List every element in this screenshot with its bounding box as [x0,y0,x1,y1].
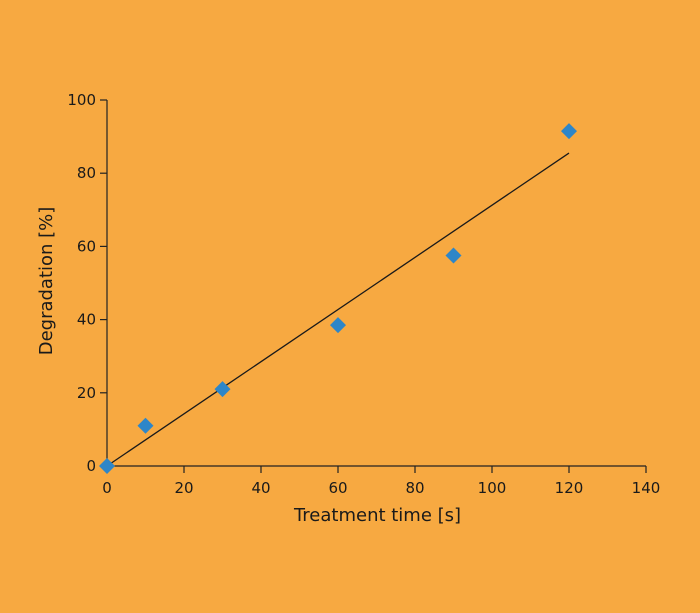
y-axis-title: Degradation [%] [36,207,57,356]
data-point [214,381,231,398]
y-tick-label: 80 [77,164,96,182]
y-tick-label: 20 [77,384,96,402]
data-point [99,458,115,474]
x-tick-label: 80 [405,479,424,497]
y-tick-label: 60 [77,237,96,255]
x-tick-label: 100 [478,479,507,497]
x-tick-label: 140 [632,479,661,497]
plot-area: 0 20 40 60 80 100 0 20 40 60 80 100 120 140 [67,91,660,497]
x-tick-label: 60 [328,479,347,497]
data-point [330,317,346,334]
x-tick-label: 0 [102,479,112,497]
data-point [137,417,154,434]
x-axis-title: Treatment time [s] [293,505,461,526]
trend-line [106,152,570,467]
data-point [561,123,577,140]
data-point [445,247,462,264]
x-tick-label: 20 [174,479,193,497]
data-points [99,123,577,474]
y-tick-label: 100 [67,91,96,109]
x-tick-label: 120 [555,479,584,497]
y-axis-ticks: 0 20 40 60 80 100 [67,91,107,475]
y-tick-label: 0 [86,457,96,475]
y-tick-label: 40 [77,311,96,329]
x-axis-ticks: 0 20 40 60 80 100 120 140 [102,466,660,497]
x-tick-label: 40 [251,479,270,497]
